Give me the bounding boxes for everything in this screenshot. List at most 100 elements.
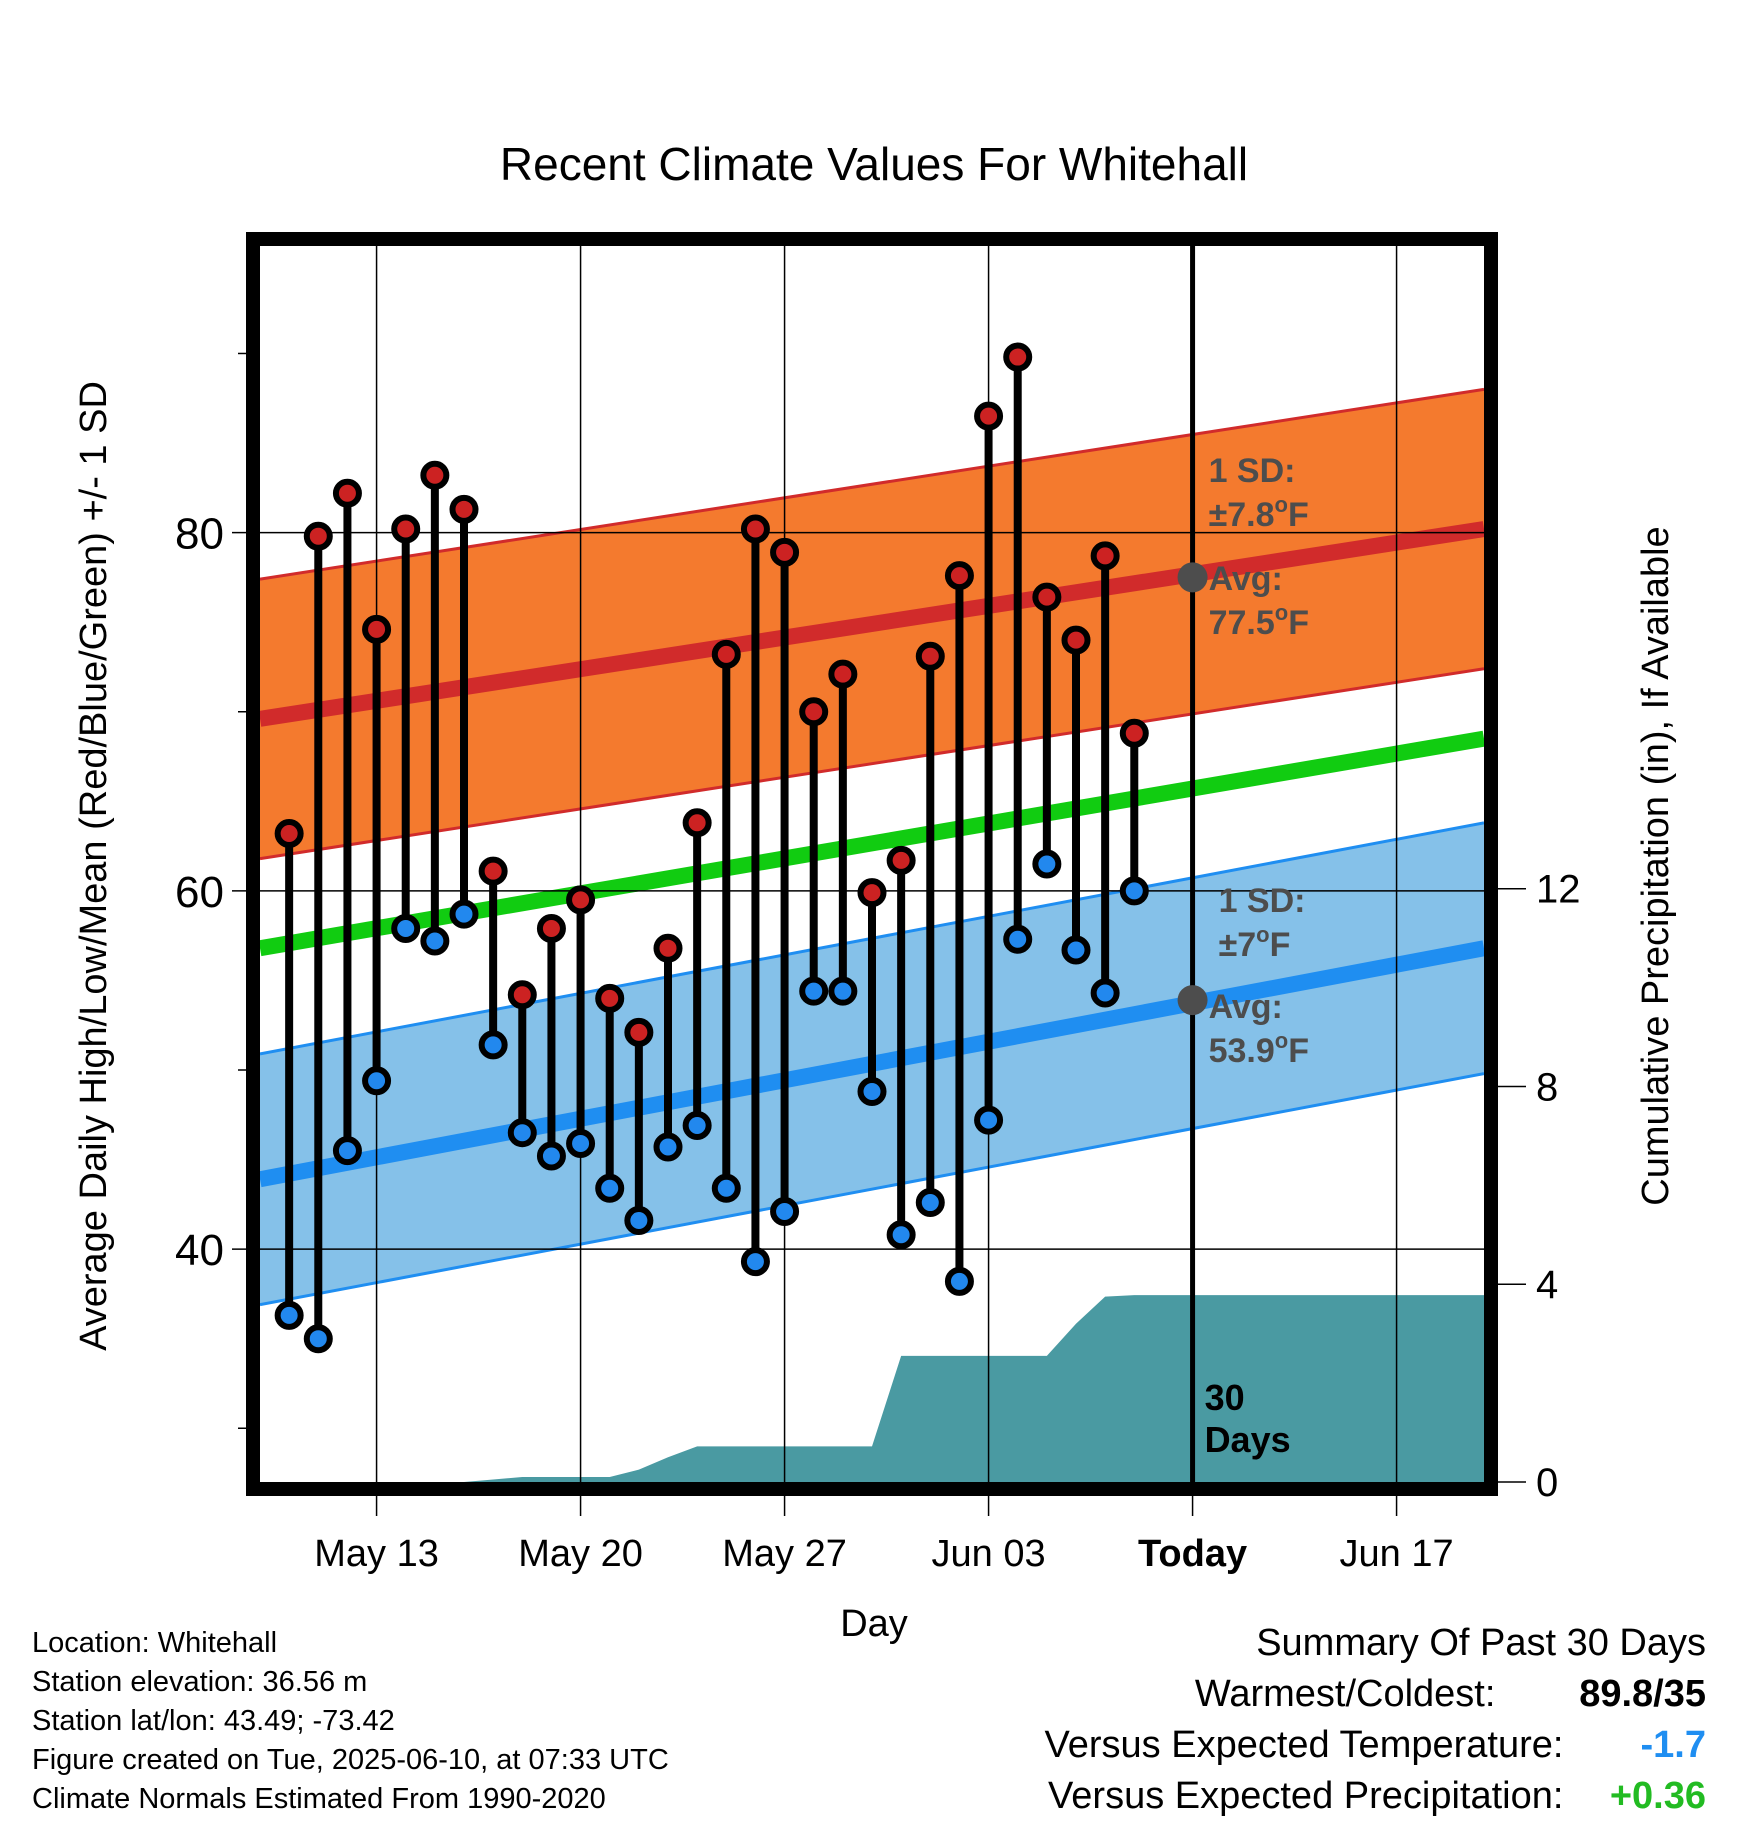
high-point: [566, 885, 596, 915]
low-today-normal-marker: [1177, 985, 1208, 1016]
daily-range-2025-05-30: [857, 878, 887, 1106]
low-point: [740, 1247, 770, 1277]
daily-range-2025-05-18: [507, 980, 537, 1148]
warmest-value: 89.8/35: [1579, 1673, 1706, 1715]
high-point: [770, 537, 800, 567]
high-point: [711, 639, 741, 669]
high-point: [1090, 541, 1120, 571]
daily-range-2025-05-21: [595, 983, 625, 1203]
high-point: [1061, 625, 1091, 655]
high-avg-unit: F: [1288, 604, 1309, 642]
low-point: [799, 976, 829, 1006]
high-point: [362, 614, 392, 644]
low-sd-label: 1 SD:: [1219, 882, 1306, 920]
summary-temp-row: Versus Expected Temperature: -1.7: [1045, 1720, 1706, 1771]
daily-range-2025-05-27: [770, 537, 800, 1227]
daily-range-2025-05-17: [478, 856, 508, 1060]
low-avg-label: Avg:: [1209, 988, 1283, 1026]
daily-range-2025-05-14: [391, 514, 421, 943]
daily-range-2025-05-11: [303, 521, 333, 1354]
x-tick-label: May 20: [518, 1533, 643, 1575]
daily-range-2025-06-03: [974, 401, 1004, 1135]
y-tick-label: 60: [175, 868, 224, 917]
high-point: [682, 808, 712, 838]
precip-value: +0.36: [1609, 1775, 1706, 1817]
precipitation-fill: [260, 1295, 1484, 1482]
high-point: [857, 878, 887, 908]
high-point: [624, 1017, 654, 1047]
low-point: [944, 1266, 974, 1296]
daily-range-2025-05-25: [711, 639, 741, 1203]
x-axis-label: Day: [840, 1603, 908, 1645]
high-avg-label: Avg:: [1209, 560, 1283, 598]
y2-tick-label: 12: [1536, 868, 1581, 912]
low-point: [1003, 924, 1033, 954]
low-point: [391, 913, 421, 943]
low-point: [828, 976, 858, 1006]
elevation-text: Station elevation: 36.56 m: [32, 1666, 368, 1698]
daily-range-2025-05-10: [274, 819, 304, 1330]
summary-warmest-row: Warmest/Coldest: 89.8/35: [1045, 1669, 1706, 1720]
station-info: Location: Whitehall Station elevation: 3…: [32, 1624, 669, 1819]
high-point: [507, 980, 537, 1010]
low-point: [974, 1105, 1004, 1135]
high-point: [944, 561, 974, 591]
low-point: [595, 1173, 625, 1203]
precipitation-area: [260, 1295, 1484, 1482]
low-sd-value: ±7oF: [1219, 922, 1291, 964]
high-point: [1119, 718, 1149, 748]
temp-label: Versus Expected Temperature:: [1044, 1724, 1564, 1766]
axes: 40 60 80 0 4 8 12 May 13 May 20 May 27 Jun 03 Today…: [175, 352, 1581, 1575]
plot-border: [246, 232, 1498, 1496]
high-point: [478, 856, 508, 886]
low-point: [653, 1132, 683, 1162]
high-point: [449, 494, 479, 524]
daily-range-2025-06-02: [944, 561, 974, 1296]
daily-range-2025-05-24: [682, 808, 712, 1141]
high-sd-degree: o: [1275, 492, 1288, 517]
daily-range-2025-05-20: [566, 885, 596, 1158]
low-point: [478, 1030, 508, 1060]
low-point: [507, 1118, 537, 1148]
low-point: [1061, 935, 1091, 965]
daily-range-2025-05-26: [740, 514, 770, 1277]
low-sd-degree: o: [1256, 922, 1269, 947]
daily-range-2025-05-31: [886, 845, 916, 1250]
low-sd-unit: F: [1270, 926, 1291, 964]
low-point: [770, 1197, 800, 1227]
low-point: [682, 1111, 712, 1141]
latlon-text: Station lat/lon: 43.49; -73.42: [32, 1705, 395, 1737]
low-point: [362, 1066, 392, 1096]
high-point: [332, 478, 362, 508]
y-axis-label: Average Daily High/Low/Mean (Red/Blue/Gr…: [73, 381, 115, 1351]
summary-title: Summary Of Past 30 Days: [1256, 1622, 1706, 1664]
high-point: [1003, 342, 1033, 372]
daily-range-2025-05-15: [420, 460, 450, 956]
today-label-line2: Days: [1205, 1419, 1291, 1460]
high-sd-unit: F: [1288, 496, 1309, 534]
y-tick-label: 40: [175, 1226, 224, 1275]
daily-range-2025-06-07: [1090, 541, 1120, 1008]
today-label-line1: 30: [1205, 1377, 1245, 1418]
x-tick-label: May 27: [722, 1533, 847, 1575]
high-point: [886, 845, 916, 875]
y2-tick-label: 8: [1536, 1065, 1558, 1109]
low-point: [857, 1076, 887, 1106]
x-tick-label: May 13: [314, 1533, 439, 1575]
daily-range-2025-05-12: [332, 478, 362, 1166]
high-point: [653, 933, 683, 963]
low-point: [536, 1141, 566, 1171]
low-point: [886, 1220, 916, 1250]
high-point: [799, 697, 829, 727]
summary-precip-row: Versus Expected Precipitation: +0.36: [1045, 1771, 1706, 1822]
high-point: [974, 401, 1004, 431]
high-point: [303, 521, 333, 551]
low-avg-degree: o: [1275, 1028, 1288, 1053]
low-point: [420, 926, 450, 956]
low-point: [332, 1136, 362, 1166]
high-avg-degree: o: [1275, 600, 1288, 625]
high-point: [595, 983, 625, 1013]
low-avg-value: 53.9oF: [1209, 1028, 1309, 1070]
